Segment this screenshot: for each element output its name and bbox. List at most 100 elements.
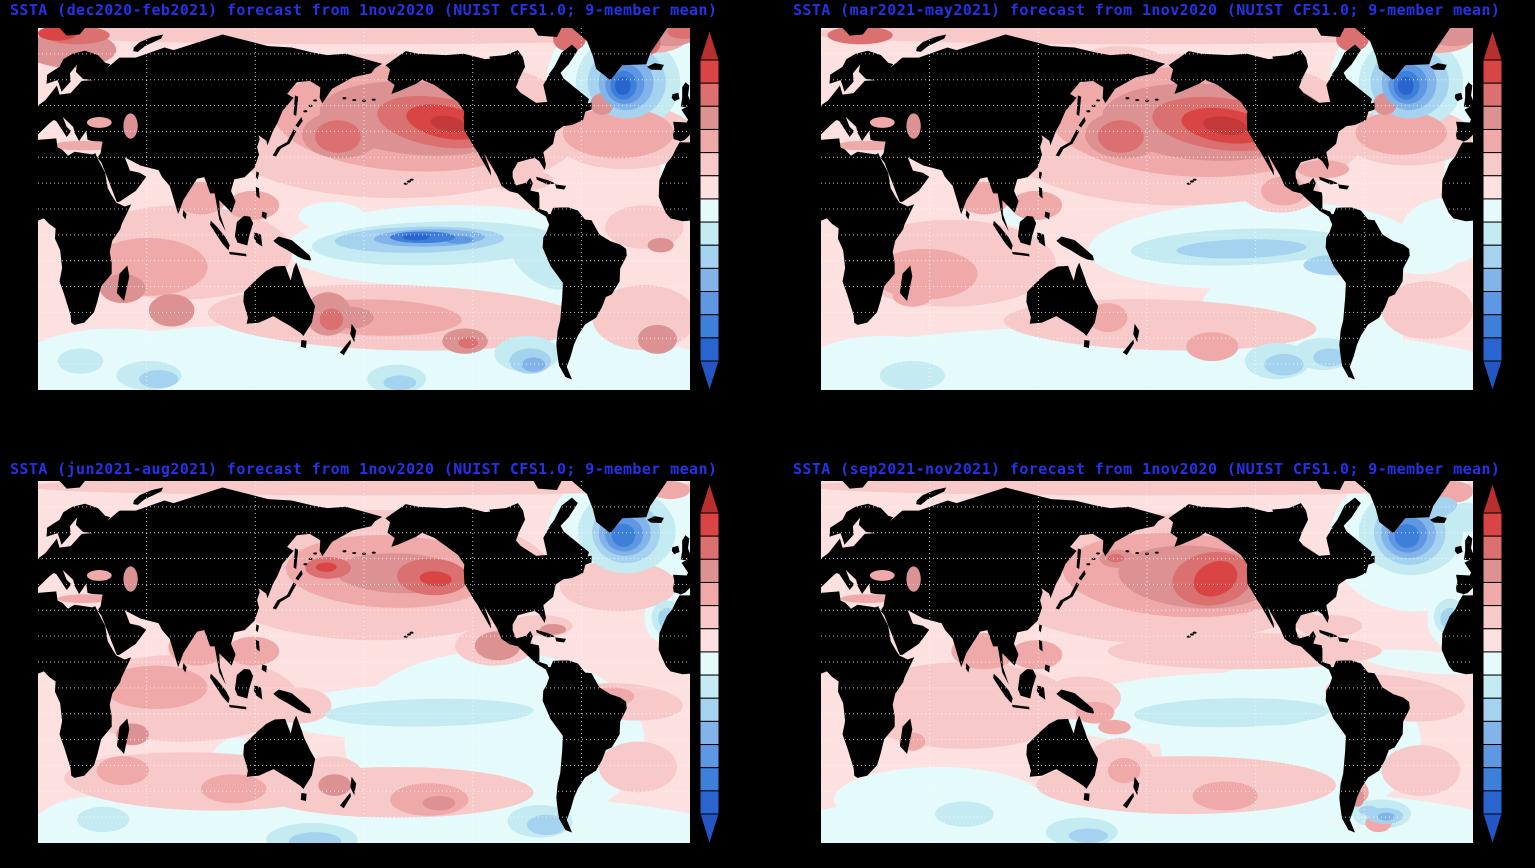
landmass <box>1325 207 1410 380</box>
colorbar-djf <box>699 28 720 393</box>
landmass <box>1044 664 1050 673</box>
anomaly-blob <box>562 107 674 159</box>
island-dot <box>313 99 318 102</box>
landmass <box>1055 129 1080 157</box>
colorbar-segment <box>1482 314 1503 339</box>
anomaly-blob <box>51 140 117 151</box>
colorbar-segment <box>699 767 720 792</box>
colorbar-segment <box>699 105 720 130</box>
colorbar-segment <box>1482 558 1503 583</box>
colorbar-segment <box>1482 605 1503 630</box>
landmass <box>272 129 297 157</box>
inland-sea <box>86 570 112 581</box>
landmass <box>1026 262 1099 337</box>
landmass <box>1122 792 1134 809</box>
colorbar-segment <box>699 221 720 246</box>
landmass <box>38 138 132 325</box>
landmass <box>842 481 868 489</box>
anomaly-blob <box>430 115 467 133</box>
anomaly-blob <box>1016 350 1147 390</box>
island-dot <box>1135 98 1140 102</box>
landmass <box>300 793 307 802</box>
landmass <box>38 591 132 778</box>
island-dot <box>407 180 411 183</box>
colorbar-arrow-bottom <box>699 813 720 846</box>
landmass <box>133 34 164 52</box>
anomaly-blob <box>667 28 690 39</box>
landmass <box>1272 55 1290 63</box>
anomaly-blob <box>1313 348 1346 367</box>
landmass <box>339 792 351 809</box>
anomaly-blob <box>540 623 567 635</box>
landmass <box>1319 176 1339 185</box>
landmass <box>272 582 297 610</box>
landmass <box>1076 95 1082 116</box>
continents-land-mask <box>821 481 1473 833</box>
landmass <box>1122 339 1134 356</box>
anomaly-blob <box>615 76 631 95</box>
landmass <box>1038 624 1043 633</box>
anomaly-blob <box>458 337 479 349</box>
anomaly-blob <box>1203 116 1248 136</box>
colorbar-segment <box>699 651 720 676</box>
landmass <box>182 210 187 220</box>
colorbar-segment <box>1482 267 1503 293</box>
colorbar-arrow-top <box>699 28 720 61</box>
continents-land-mask <box>38 28 690 380</box>
island-dot <box>409 631 414 634</box>
landmass <box>821 138 915 325</box>
landmass <box>555 184 567 190</box>
colorbar-segment <box>699 152 720 177</box>
anomaly-blob <box>873 248 978 300</box>
anomaly-blob <box>598 741 677 793</box>
island-dot <box>1086 110 1091 113</box>
anomaly-blob <box>637 324 677 354</box>
anomaly-blob <box>319 308 344 331</box>
colorbar-segment <box>699 628 720 653</box>
anomaly-blob <box>1296 160 1350 179</box>
continents-land-mask <box>38 481 690 833</box>
anomaly-blob <box>559 560 677 612</box>
ssta-map-mam <box>821 28 1473 390</box>
colorbar-segment <box>699 337 720 362</box>
island-dot <box>1154 551 1159 554</box>
landmass <box>583 555 592 565</box>
landmass <box>542 660 627 833</box>
anomaly-blob <box>227 636 280 666</box>
landmass <box>253 232 263 247</box>
colorbar-arrow-top <box>1482 28 1503 61</box>
colorbar-segment <box>1482 175 1503 200</box>
landmass <box>571 28 668 81</box>
landmass <box>536 629 556 638</box>
landmass <box>255 171 260 180</box>
landmass <box>255 624 260 633</box>
landmass <box>658 595 690 675</box>
landmass <box>658 142 690 222</box>
anomaly-blob <box>827 28 893 45</box>
landmass <box>821 591 915 778</box>
landmass <box>116 718 130 754</box>
landmass <box>1083 793 1090 802</box>
landmass <box>533 481 562 491</box>
colorbar-segment <box>699 605 720 630</box>
anomaly-blob <box>214 342 358 390</box>
anomaly-blob <box>527 814 567 836</box>
colorbar-segment <box>699 581 720 607</box>
colorbar-arrow-bottom <box>1482 813 1503 846</box>
landmass <box>680 535 690 561</box>
landmass <box>1463 82 1473 108</box>
ssta-map-djf <box>38 28 690 390</box>
landmass <box>1354 28 1451 81</box>
landmass <box>1316 28 1345 38</box>
colorbar-segment <box>699 175 720 200</box>
anomaly-blob <box>553 28 586 52</box>
landmass <box>842 28 868 36</box>
landmass <box>255 186 260 199</box>
inland-sea <box>869 570 895 581</box>
anomaly-blob <box>57 594 110 603</box>
landmass <box>899 718 913 754</box>
landmass <box>243 262 316 337</box>
colorbar-segment <box>1482 337 1503 362</box>
landmass <box>1429 63 1447 70</box>
